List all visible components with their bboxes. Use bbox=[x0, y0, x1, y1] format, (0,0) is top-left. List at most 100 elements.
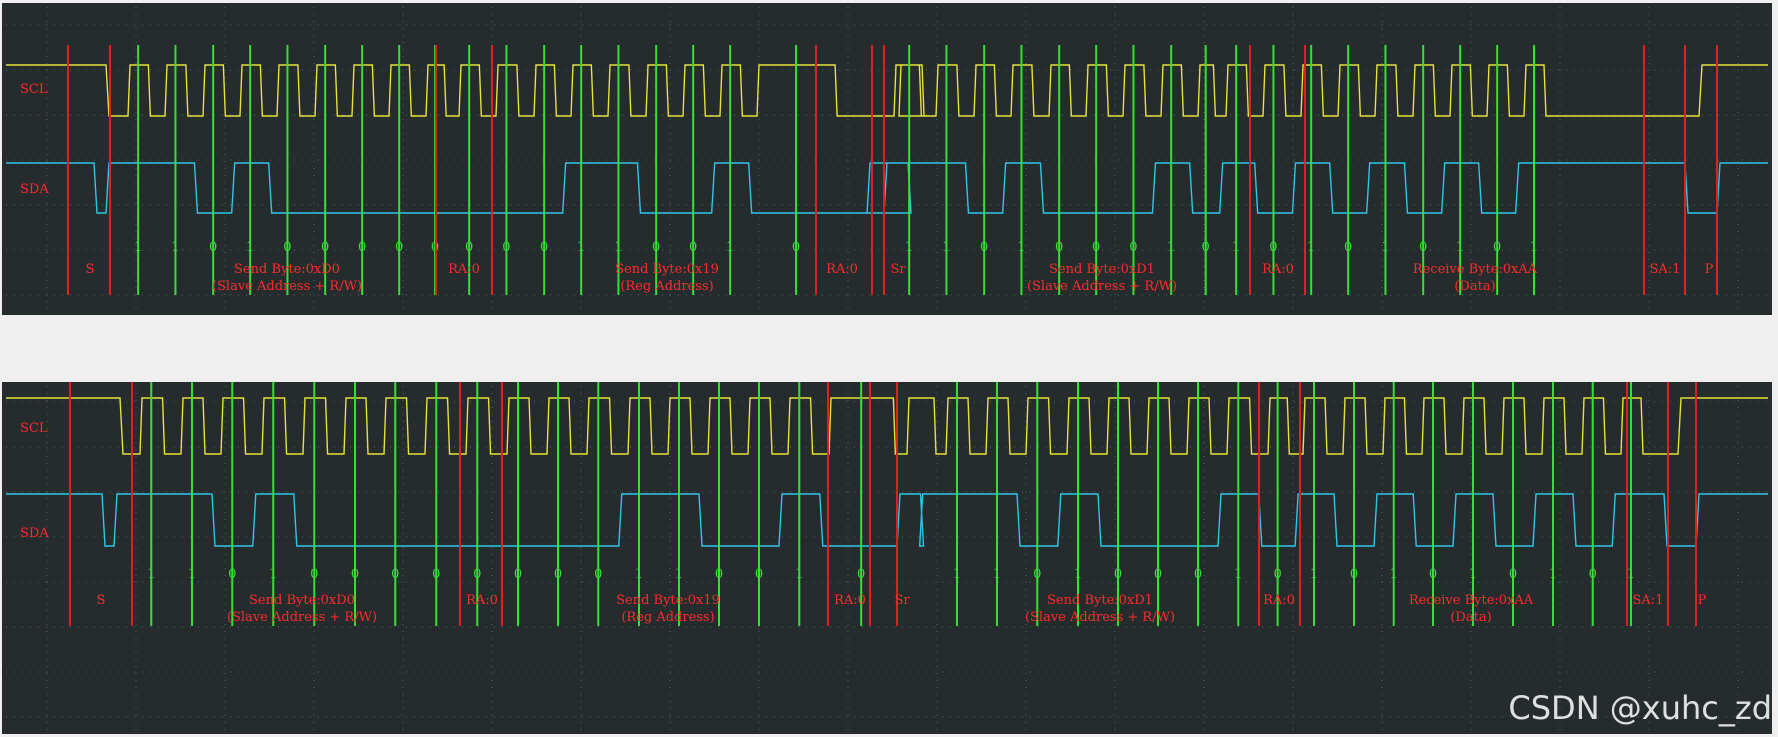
label-ack-3: RA:0 bbox=[1262, 262, 1294, 277]
bit-value: 1 bbox=[1074, 567, 1082, 582]
bit-value: 1 bbox=[269, 567, 277, 582]
bit-value: 0 bbox=[857, 567, 865, 582]
bit-value: 1 bbox=[134, 240, 142, 255]
scl-waveform bbox=[6, 64, 1768, 117]
bit-value: 0 bbox=[321, 240, 329, 255]
bit-value: 0 bbox=[1589, 567, 1597, 582]
watermark: CSDN @xuhc_zd bbox=[1508, 689, 1772, 727]
label-repeated-start: Sr bbox=[894, 593, 910, 608]
bit-value: 1 bbox=[188, 567, 196, 582]
bit-value: 1 bbox=[246, 240, 254, 255]
bit-value: 0 bbox=[1273, 567, 1281, 582]
label-stop: P bbox=[1698, 593, 1707, 608]
bit-value: 0 bbox=[594, 567, 602, 582]
channel-label-sda: SDA bbox=[20, 182, 49, 197]
bit-value: 0 bbox=[1055, 240, 1063, 255]
bit-value: 0 bbox=[395, 240, 403, 255]
bit-value: 0 bbox=[228, 567, 236, 582]
bit-value: 0 bbox=[514, 567, 522, 582]
bit-value: 1 bbox=[1549, 567, 1557, 582]
bit-value: 1 bbox=[675, 567, 683, 582]
bit-value: 1 bbox=[171, 240, 179, 255]
bit-value: 0 bbox=[1092, 240, 1100, 255]
label-byte-1-title: Send Byte:0xD0 bbox=[249, 593, 355, 608]
bit-value: 1 bbox=[953, 567, 961, 582]
label-byte-4-title: Receive Byte:0xAA bbox=[1413, 262, 1538, 277]
bit-value: 1 bbox=[905, 240, 913, 255]
bit-value: 0 bbox=[755, 567, 763, 582]
bit-value: 0 bbox=[351, 567, 359, 582]
bit-value: 1 bbox=[1017, 240, 1025, 255]
bit-value: 1 bbox=[1232, 240, 1240, 255]
label-nack: SA:1 bbox=[1650, 262, 1681, 277]
bit-value: 1 bbox=[1307, 240, 1315, 255]
scope-capture-top: SCL SDA 1 1 0 1 0 0 0 0 0 0 0 0 1 1 0 0 1 0 1 1 0 1 0 0 0 1 0 1 0 1 0 1 0 1… bbox=[2, 3, 1772, 315]
label-byte-2-title: Send Byte:0x19 bbox=[615, 262, 719, 277]
bit-value: 1 bbox=[1456, 240, 1464, 255]
bit-value: 0 bbox=[391, 567, 399, 582]
label-byte-4-title: Receive Byte:0xAA bbox=[1409, 593, 1534, 608]
label-byte-2-subtitle: (Reg Address) bbox=[621, 610, 714, 625]
channel-label-scl: SCL bbox=[20, 421, 48, 436]
bit-value: 1 bbox=[795, 567, 803, 582]
label-byte-1-title: Send Byte:0xD0 bbox=[234, 262, 340, 277]
bit-value: 0 bbox=[1429, 567, 1437, 582]
label-start: S bbox=[86, 262, 95, 277]
label-repeated-start: Sr bbox=[890, 262, 906, 277]
label-nack: SA:1 bbox=[1633, 593, 1664, 608]
label-byte-2-title: Send Byte:0x19 bbox=[616, 593, 720, 608]
bit-value: 0 bbox=[652, 240, 660, 255]
bit-value: 1 bbox=[1469, 567, 1477, 582]
label-ack-2: RA:0 bbox=[834, 593, 866, 608]
sda-waveform bbox=[6, 162, 1768, 214]
label-byte-4-subtitle: (Data) bbox=[1454, 279, 1495, 294]
bit-value: 0 bbox=[1033, 567, 1041, 582]
label-start: S bbox=[97, 593, 106, 608]
label-byte-3-title: Send Byte:0xD1 bbox=[1049, 262, 1155, 277]
label-ack-1: RA:0 bbox=[466, 593, 498, 608]
label-byte-1-subtitle: (Slave Address + R/W) bbox=[212, 279, 362, 294]
bit-value: 1 bbox=[726, 240, 734, 255]
bit-value: 0 bbox=[283, 240, 291, 255]
bit-value: 0 bbox=[1269, 240, 1277, 255]
bit-value: 1 bbox=[1627, 567, 1635, 582]
label-byte-3-subtitle: (Slave Address + R/W) bbox=[1025, 610, 1175, 625]
bit-value: 0 bbox=[1154, 567, 1162, 582]
bit-value: 1 bbox=[1530, 240, 1538, 255]
bit-value: 0 bbox=[1350, 567, 1358, 582]
bit-value: 0 bbox=[540, 240, 548, 255]
bit-value: 0 bbox=[1344, 240, 1352, 255]
bit-value: 1 bbox=[1310, 567, 1318, 582]
bit-value: 1 bbox=[635, 567, 643, 582]
label-byte-3-subtitle: (Slave Address + R/W) bbox=[1027, 279, 1177, 294]
bit-value: 1 bbox=[577, 240, 585, 255]
channel-label-scl: SCL bbox=[20, 82, 48, 97]
bit-value: 0 bbox=[1194, 567, 1202, 582]
bit-value: 0 bbox=[980, 240, 988, 255]
label-ack-1: RA:0 bbox=[448, 262, 480, 277]
bit-value: 1 bbox=[993, 567, 1001, 582]
label-stop: P bbox=[1705, 262, 1714, 277]
bit-value: 0 bbox=[473, 567, 481, 582]
sda-waveform bbox=[6, 493, 1768, 547]
bit-value: 1 bbox=[147, 567, 155, 582]
label-byte-1-subtitle: (Slave Address + R/W) bbox=[227, 610, 377, 625]
bit-value: 0 bbox=[689, 240, 697, 255]
bit-value: 1 bbox=[942, 240, 950, 255]
label-ack-3: RA:0 bbox=[1263, 593, 1295, 608]
bit-value: 0 bbox=[554, 567, 562, 582]
bit-value: 0 bbox=[792, 240, 800, 255]
bit-value: 0 bbox=[1509, 567, 1517, 582]
timing-diagram-bottom: SCL SDA 1 1 0 1 0 0 0 0 0 0 0 0 1 1 0 0 1 0 1 1 0 1 0 0 0 1 0 1 0 1 0 1 0 1… bbox=[6, 382, 1768, 730]
channel-label-sda: SDA bbox=[20, 526, 49, 541]
bit-value: 1 bbox=[614, 240, 622, 255]
label-byte-3-title: Send Byte:0xD1 bbox=[1047, 593, 1153, 608]
bit-value: 0 bbox=[1202, 240, 1210, 255]
bit-value: 0 bbox=[465, 240, 473, 255]
bit-value: 1 bbox=[1390, 567, 1398, 582]
bit-value: 0 bbox=[209, 240, 217, 255]
bit-value: 1 bbox=[1234, 567, 1242, 582]
bit-value: 0 bbox=[1419, 240, 1427, 255]
bit-value: 0 bbox=[432, 567, 440, 582]
label-byte-4-subtitle: (Data) bbox=[1450, 610, 1491, 625]
